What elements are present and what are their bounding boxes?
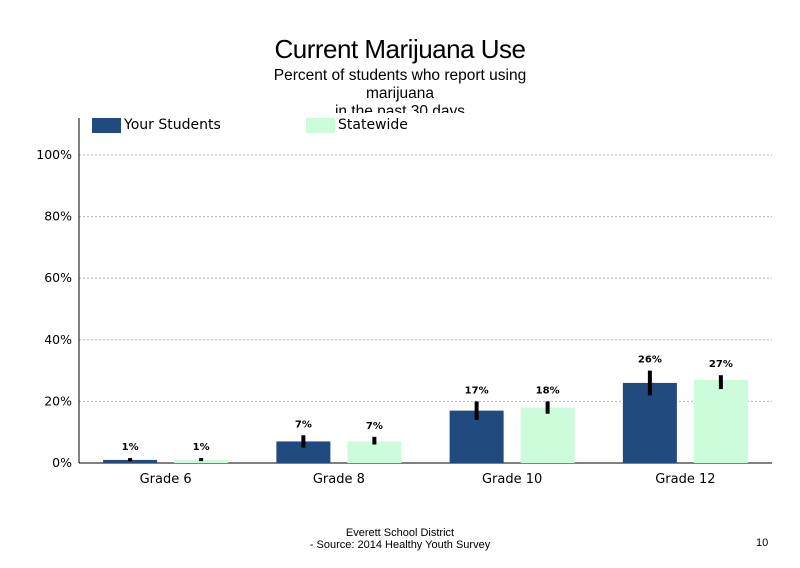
x-tick-label: Grade 10 (482, 472, 542, 487)
footer-source: - Source: 2014 Healthy Youth Survey (309, 539, 491, 551)
y-tick-label: 40% (44, 332, 72, 347)
legend-swatch-your-students (92, 118, 121, 133)
footer: Everett School District - Source: 2014 H… (0, 527, 800, 551)
y-tick-label: 80% (44, 209, 72, 224)
bar-statewide (174, 459, 229, 463)
y-tick-label: 0% (52, 455, 72, 470)
legend-label-your-students: Your Students (124, 117, 221, 133)
data-label: 7% (366, 421, 383, 432)
y-tick-label: 100% (36, 147, 72, 162)
data-label: 18% (536, 385, 560, 396)
subtitle-line-2: marijuana (365, 85, 435, 102)
x-tick-label: Grade 6 (140, 472, 192, 487)
bar-statewide (520, 407, 575, 463)
y-tick-label: 20% (44, 393, 72, 408)
data-label: 1% (193, 442, 210, 453)
data-label: 27% (709, 359, 733, 370)
bar-your-students (622, 382, 677, 463)
data-label: 1% (122, 442, 139, 453)
legend-swatch-statewide (306, 118, 335, 133)
bar-statewide (347, 441, 402, 463)
page-number: 10 (756, 537, 769, 549)
legend-label-statewide: Statewide (338, 117, 408, 133)
data-label: 26% (638, 355, 662, 366)
data-label: 7% (295, 419, 312, 430)
y-tick-label: 60% (44, 270, 72, 285)
data-label: 17% (465, 385, 489, 396)
x-tick-label: Grade 8 (313, 472, 365, 487)
bar-your-students (103, 459, 158, 463)
subtitle-line-3-clipped: in the past 30 days (0, 103, 800, 113)
subtitle-line-1: Percent of students who report using (273, 67, 527, 84)
x-tick-label: Grade 12 (655, 472, 715, 487)
footer-district: Everett School District (345, 527, 455, 539)
bar-your-students (276, 441, 331, 463)
chart-subtitle: Percent of students who report using mar… (0, 67, 800, 113)
chart-title: Current Marijuana Use (274, 34, 526, 64)
bar-statewide (693, 379, 748, 463)
subtitle-line-3: in the past 30 days (334, 103, 466, 113)
